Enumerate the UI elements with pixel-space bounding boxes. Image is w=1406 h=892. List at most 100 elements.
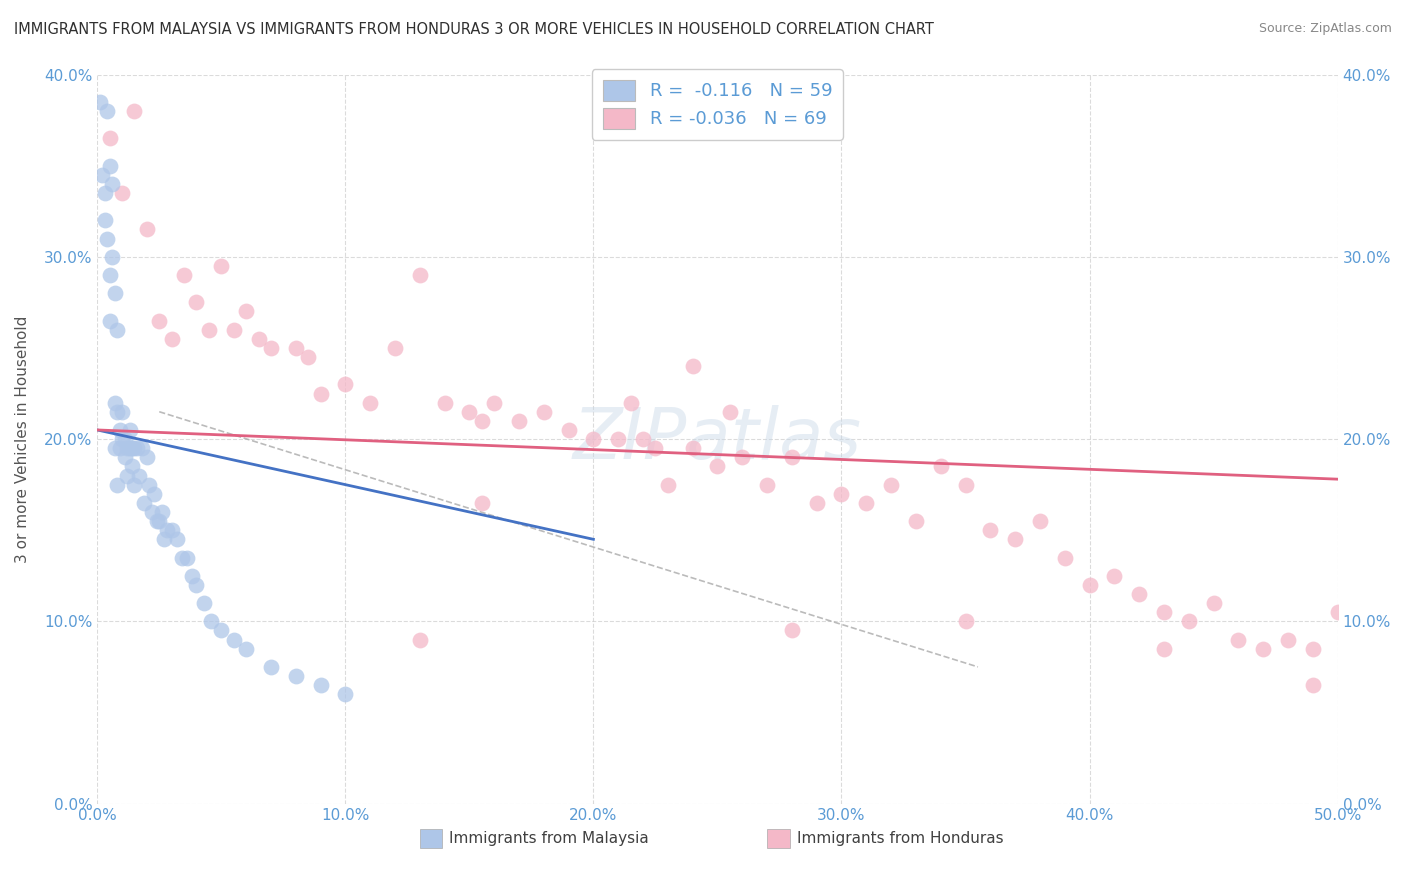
- Point: [138, 477, 160, 491]
- Point: [193, 596, 215, 610]
- Point: [180, 568, 202, 582]
- Point: [91, 168, 114, 182]
- Point: [170, 550, 193, 565]
- Y-axis label: 3 or more Vehicles in Household: 3 or more Vehicles in Household: [15, 316, 30, 563]
- Point: [104, 441, 127, 455]
- Point: [1277, 632, 1299, 647]
- Point: [160, 332, 183, 346]
- Point: [105, 477, 128, 491]
- Point: [115, 468, 138, 483]
- Point: [93, 186, 115, 200]
- Point: [160, 523, 183, 537]
- Point: [131, 441, 153, 455]
- Point: [830, 487, 852, 501]
- Point: [1153, 605, 1175, 619]
- Point: [222, 323, 245, 337]
- Point: [105, 323, 128, 337]
- Point: [458, 405, 481, 419]
- Point: [247, 332, 270, 346]
- Point: [335, 687, 357, 701]
- Point: [284, 341, 307, 355]
- Point: [756, 477, 779, 491]
- Point: [222, 632, 245, 647]
- Point: [706, 459, 728, 474]
- Point: [89, 95, 111, 109]
- Point: [955, 615, 977, 629]
- Point: [359, 395, 381, 409]
- Point: [657, 477, 679, 491]
- Point: [143, 487, 166, 501]
- Point: [209, 259, 232, 273]
- Point: [955, 477, 977, 491]
- Point: [118, 423, 141, 437]
- Point: [128, 468, 150, 483]
- Text: Immigrants from Malaysia: Immigrants from Malaysia: [450, 831, 650, 846]
- Point: [98, 268, 121, 282]
- Point: [235, 304, 257, 318]
- Point: [1227, 632, 1250, 647]
- Point: [631, 432, 654, 446]
- Point: [115, 441, 138, 455]
- Point: [929, 459, 952, 474]
- Point: [409, 632, 432, 647]
- Text: IMMIGRANTS FROM MALAYSIA VS IMMIGRANTS FROM HONDURAS 3 OR MORE VEHICLES IN HOUSE: IMMIGRANTS FROM MALAYSIA VS IMMIGRANTS F…: [14, 22, 934, 37]
- Point: [93, 213, 115, 227]
- Point: [235, 641, 257, 656]
- Point: [98, 313, 121, 327]
- Point: [979, 523, 1001, 537]
- Point: [718, 405, 741, 419]
- Point: [1104, 568, 1126, 582]
- Point: [508, 414, 530, 428]
- Point: [173, 268, 195, 282]
- Point: [186, 295, 208, 310]
- Point: [1078, 578, 1101, 592]
- Point: [104, 395, 127, 409]
- Point: [806, 496, 828, 510]
- Point: [108, 441, 131, 455]
- Point: [125, 441, 148, 455]
- Point: [146, 514, 169, 528]
- Text: Source: ZipAtlas.com: Source: ZipAtlas.com: [1258, 22, 1392, 36]
- Point: [1251, 641, 1274, 656]
- Point: [156, 523, 179, 537]
- Point: [96, 231, 118, 245]
- Text: Immigrants from Honduras: Immigrants from Honduras: [797, 831, 1004, 846]
- Point: [309, 678, 332, 692]
- Point: [682, 359, 704, 373]
- Point: [166, 533, 188, 547]
- Text: ZIPatlas: ZIPatlas: [572, 405, 862, 474]
- Point: [1302, 641, 1324, 656]
- Point: [104, 286, 127, 301]
- Point: [150, 505, 173, 519]
- Point: [98, 131, 121, 145]
- Point: [198, 323, 221, 337]
- Point: [780, 624, 803, 638]
- Point: [731, 450, 754, 465]
- Point: [433, 395, 456, 409]
- Point: [101, 177, 124, 191]
- Point: [1029, 514, 1052, 528]
- Point: [297, 350, 319, 364]
- Point: [1153, 641, 1175, 656]
- Point: [1128, 587, 1150, 601]
- Point: [124, 441, 146, 455]
- Point: [124, 477, 146, 491]
- Point: [904, 514, 927, 528]
- Point: [135, 222, 157, 236]
- Point: [1004, 533, 1026, 547]
- Point: [148, 514, 170, 528]
- Point: [105, 405, 128, 419]
- Point: [533, 405, 555, 419]
- Point: [620, 395, 643, 409]
- Point: [1202, 596, 1225, 610]
- Point: [682, 441, 704, 455]
- Point: [186, 578, 208, 592]
- Point: [335, 377, 357, 392]
- Point: [135, 450, 157, 465]
- Point: [260, 341, 283, 355]
- Point: [260, 660, 283, 674]
- Point: [880, 477, 903, 491]
- Point: [124, 103, 146, 118]
- Point: [384, 341, 406, 355]
- Point: [96, 103, 118, 118]
